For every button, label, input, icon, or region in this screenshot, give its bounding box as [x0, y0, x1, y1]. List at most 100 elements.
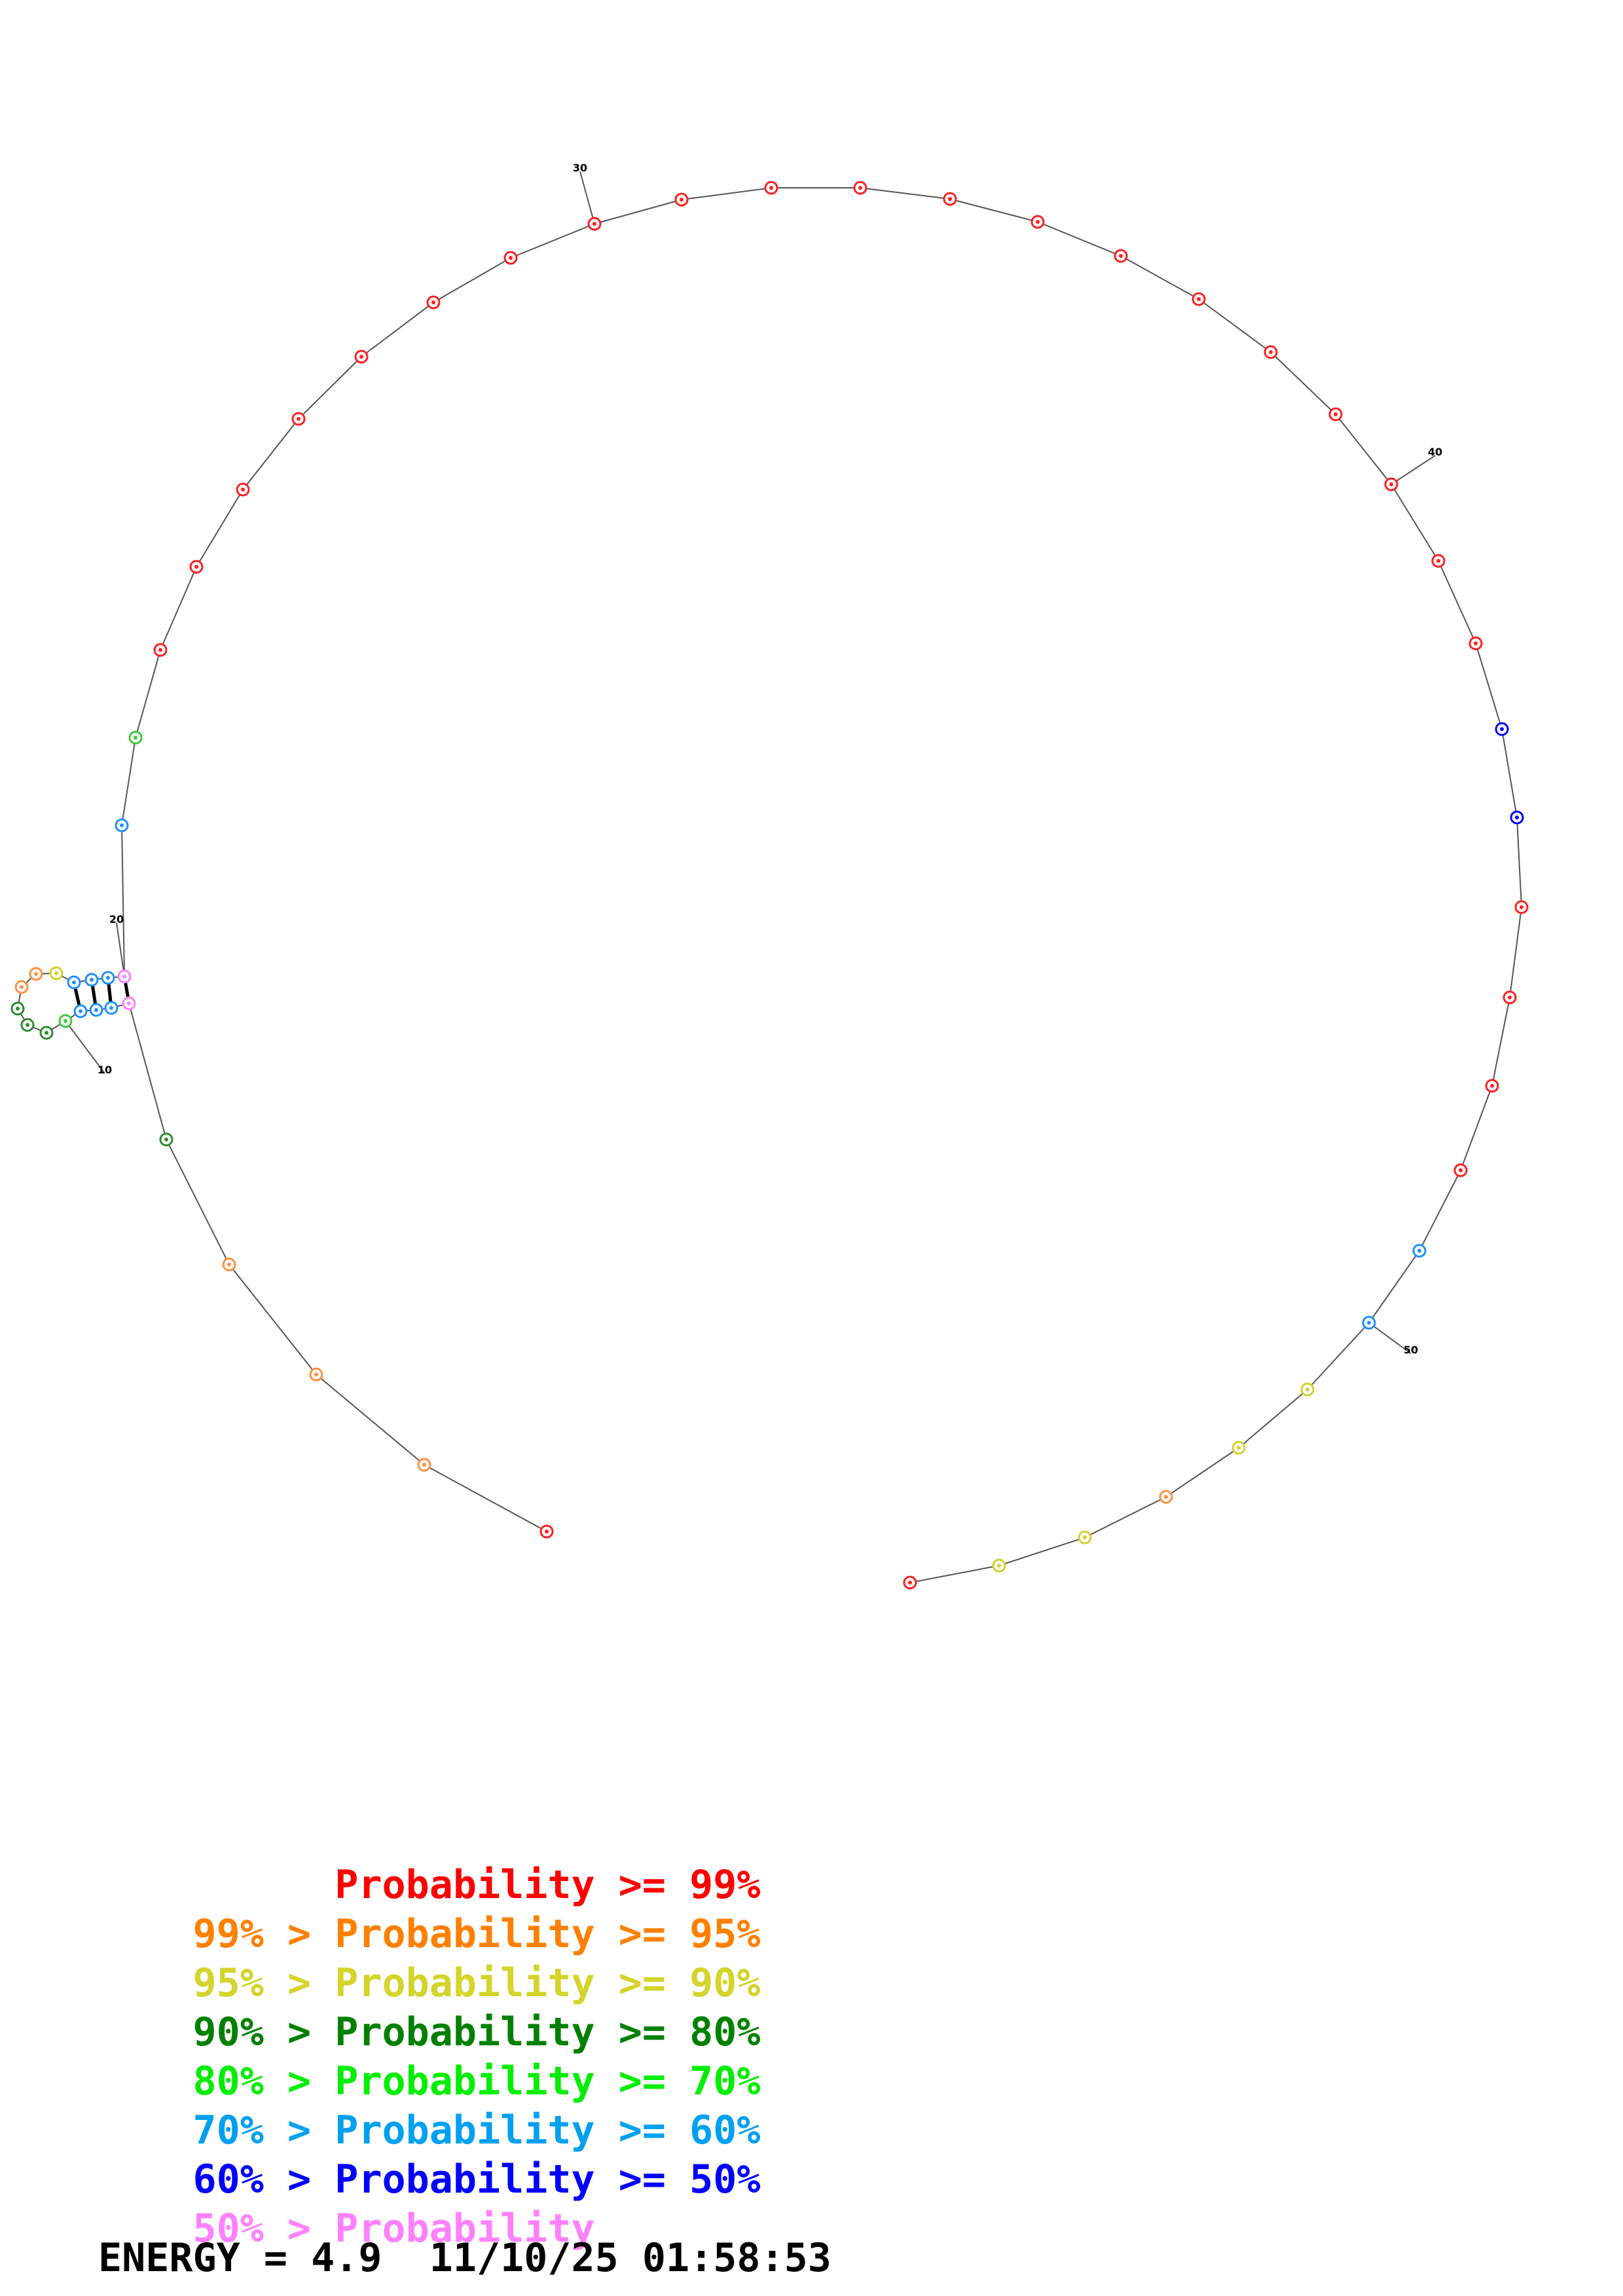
- backbone-segment: [1335, 414, 1392, 485]
- legend-row: 80% > Probability >= 70%: [98, 2022, 761, 2140]
- base-glyph: [422, 1463, 426, 1467]
- legend-row-prefix: 90% >: [192, 2009, 335, 2055]
- backbone-segment: [160, 566, 197, 651]
- backbone-segment: [1438, 560, 1476, 644]
- base-glyph: [1459, 1168, 1463, 1172]
- legend-row: 90% > Probability >= 80%: [98, 1973, 761, 2091]
- backbone-segment: [1270, 351, 1336, 415]
- backbone-segment: [909, 1565, 1000, 1583]
- backbone-segment: [1307, 1322, 1370, 1390]
- base-glyph: [64, 1019, 67, 1023]
- backbone-segment: [1084, 1496, 1167, 1538]
- number-tick-label: 30: [573, 162, 587, 174]
- legend-row-prefix: 95% >: [192, 1960, 335, 2006]
- base-glyph: [1269, 350, 1273, 354]
- base-glyph: [109, 1006, 113, 1010]
- backbone-segment: [949, 198, 1038, 223]
- number-tick-label: 40: [1428, 446, 1442, 458]
- backbone-segment: [1391, 484, 1439, 562]
- backbone-segment: [1501, 728, 1518, 818]
- legend-row-prefix: 60% >: [192, 2157, 335, 2202]
- legend-row: Probability >= 99%: [98, 1826, 760, 1944]
- base-glyph: [134, 736, 137, 740]
- base-glyph: [94, 1008, 98, 1012]
- backbone-segment: [860, 187, 951, 200]
- base-glyph: [545, 1530, 549, 1534]
- base-glyph: [194, 565, 198, 569]
- base-glyph: [106, 976, 110, 980]
- number-tick-label: 20: [109, 913, 124, 925]
- base-glyph: [158, 648, 162, 652]
- base-glyph: [509, 256, 513, 260]
- number-tick-line: [116, 922, 125, 977]
- base-glyph: [1389, 482, 1393, 486]
- backbone-segment: [121, 737, 136, 826]
- number-tick-line: [579, 171, 595, 224]
- base-glyph: [1164, 1495, 1168, 1499]
- backbone-segment: [361, 302, 434, 357]
- base-glyph: [314, 1372, 318, 1376]
- base-glyph: [1036, 220, 1040, 224]
- number-tick-label: 10: [98, 1064, 112, 1076]
- base-glyph: [1119, 254, 1123, 258]
- base-glyph: [122, 975, 126, 978]
- base-glyph: [1500, 727, 1504, 731]
- legend-row: 70% > Probability >= 60%: [98, 2072, 761, 2189]
- legend-row: 60% > Probability >= 50%: [98, 2121, 761, 2238]
- backbone-segment: [166, 1139, 230, 1265]
- legend-row-prefix: 50% >: [192, 2206, 335, 2251]
- backbone-segment: [1238, 1389, 1308, 1448]
- legend-row: 95% > Probability >= 90%: [98, 1924, 761, 2042]
- base-glyph: [858, 186, 862, 190]
- backbone-segment: [1475, 643, 1503, 730]
- base-glyph: [54, 971, 58, 975]
- base-glyph: [1197, 297, 1201, 301]
- backbone-segment: [433, 257, 511, 303]
- legend-row-label: Probability >= 99%: [335, 1862, 761, 1908]
- base-glyph: [34, 972, 38, 976]
- backbone-segment: [510, 223, 595, 259]
- backbone-segment: [135, 649, 161, 738]
- base-glyph: [1515, 816, 1519, 819]
- base-glyph: [1334, 412, 1338, 416]
- base-glyph: [1083, 1535, 1087, 1539]
- base-glyph: [227, 1263, 231, 1266]
- backbone-segment: [228, 1264, 317, 1375]
- base-glyph: [90, 978, 94, 982]
- backbone-segment: [681, 187, 772, 200]
- base-glyph: [997, 1564, 1001, 1568]
- base-glyph: [79, 1009, 82, 1013]
- base-glyph: [241, 488, 245, 492]
- base-glyph: [297, 417, 301, 421]
- base-glyph: [1520, 905, 1523, 909]
- legend-row-label: Probability >= 90%: [335, 1960, 761, 2006]
- base-glyph: [769, 186, 773, 190]
- base-glyph: [127, 1001, 131, 1005]
- backbone-segment: [1368, 1250, 1420, 1323]
- base-glyph: [1237, 1446, 1241, 1450]
- legend-row-prefix: 70% >: [192, 2108, 335, 2153]
- backbone-segment: [298, 356, 362, 420]
- legend-row: 50% > Probability: [98, 2170, 595, 2287]
- base-glyph: [431, 300, 435, 304]
- base-glyph: [120, 823, 124, 827]
- number-tick-line: [1391, 455, 1436, 485]
- base-glyph: [1490, 1084, 1494, 1088]
- base-glyph: [1367, 1321, 1371, 1325]
- base-glyph: [1305, 1388, 1309, 1391]
- base-glyph: [680, 198, 684, 202]
- bases: [10, 181, 1529, 1590]
- legend-row-label: Probability >= 80%: [335, 2009, 761, 2055]
- base-glyph: [1417, 1249, 1421, 1253]
- backbone: [17, 187, 1522, 1583]
- base-glyph: [26, 1023, 29, 1027]
- backbone-segment: [594, 199, 682, 224]
- backbone-segment: [998, 1537, 1085, 1566]
- base-glyph: [45, 1031, 48, 1035]
- base-glyph: [72, 980, 76, 984]
- base-glyph: [1508, 996, 1512, 999]
- base-glyph: [593, 222, 596, 226]
- backbone-segment: [242, 418, 299, 490]
- backbone-segment: [1120, 255, 1199, 300]
- backbone-segment: [1491, 997, 1510, 1086]
